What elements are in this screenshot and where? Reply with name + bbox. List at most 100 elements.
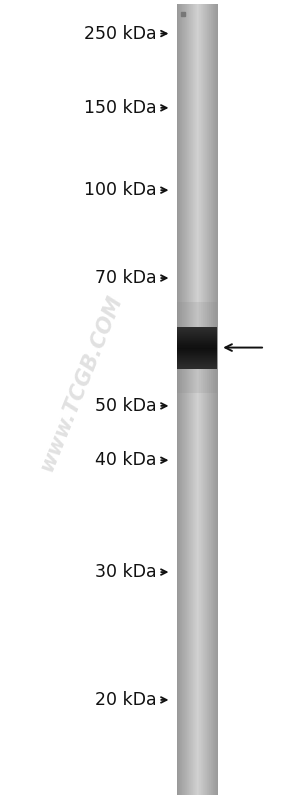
Bar (177, 351, 217, 352)
Bar (177, 353, 217, 354)
Bar (187, 4, 188, 795)
Bar (189, 4, 190, 795)
Bar (177, 348, 217, 350)
Bar (191, 4, 192, 795)
Bar (194, 4, 195, 795)
Bar (177, 333, 217, 335)
Bar (177, 4, 178, 795)
Bar (201, 4, 202, 795)
Bar (177, 342, 217, 344)
Bar (177, 345, 217, 347)
Bar (181, 4, 182, 795)
Bar (177, 356, 217, 357)
Bar (193, 4, 194, 795)
Bar (198, 4, 199, 795)
Bar (177, 341, 217, 343)
Text: 20 kDa: 20 kDa (95, 691, 157, 709)
Bar (177, 368, 217, 369)
Bar (177, 348, 217, 349)
Bar (205, 4, 206, 795)
Bar (177, 354, 217, 356)
Text: 40 kDa: 40 kDa (95, 451, 157, 469)
Text: 100 kDa: 100 kDa (84, 181, 157, 199)
Bar (177, 357, 217, 358)
Bar (177, 358, 217, 360)
Bar (190, 4, 191, 795)
Text: 70 kDa: 70 kDa (95, 269, 157, 287)
Bar (210, 4, 211, 795)
Bar (177, 329, 217, 330)
Bar (177, 330, 217, 332)
Bar (213, 4, 214, 795)
Bar (177, 347, 217, 348)
Bar (202, 4, 203, 795)
Bar (189, 4, 190, 795)
Bar (177, 334, 217, 336)
Bar (209, 4, 210, 795)
Bar (197, 4, 198, 795)
Text: 250 kDa: 250 kDa (84, 25, 157, 42)
Bar (186, 4, 187, 795)
Bar (199, 4, 200, 795)
Bar (211, 4, 212, 795)
Bar (201, 4, 202, 795)
Bar (197, 4, 198, 795)
Bar (208, 4, 209, 795)
Bar (203, 4, 204, 795)
Bar (177, 327, 217, 328)
Bar (213, 4, 214, 795)
Bar (214, 4, 215, 795)
Bar (177, 360, 217, 361)
Bar (177, 364, 217, 366)
Bar (177, 328, 217, 329)
Bar (177, 338, 217, 340)
Text: 150 kDa: 150 kDa (84, 99, 157, 117)
Bar (177, 361, 217, 363)
Bar (188, 4, 189, 795)
Bar (203, 4, 204, 795)
Bar (215, 4, 216, 795)
Bar (177, 302, 217, 393)
Bar (212, 4, 213, 795)
Bar (177, 336, 217, 337)
Bar (177, 362, 217, 364)
Text: 30 kDa: 30 kDa (95, 563, 157, 581)
Bar (185, 4, 186, 795)
Bar (204, 4, 205, 795)
Bar (177, 355, 217, 356)
Bar (191, 4, 192, 795)
Bar (177, 340, 217, 342)
Bar (177, 352, 217, 353)
Bar (177, 359, 217, 360)
Bar (199, 4, 200, 795)
Bar (177, 363, 217, 364)
Bar (205, 4, 206, 795)
Bar (177, 337, 217, 339)
Bar (216, 4, 217, 795)
Bar (177, 366, 217, 368)
Bar (215, 4, 216, 795)
Bar (177, 335, 217, 336)
Bar (177, 350, 217, 351)
Bar (183, 4, 184, 795)
Bar (177, 332, 217, 333)
Bar (196, 4, 197, 795)
Bar (179, 4, 180, 795)
Bar (193, 4, 194, 795)
Text: 50 kDa: 50 kDa (95, 397, 157, 415)
Bar (177, 365, 217, 367)
Bar (217, 4, 218, 795)
Bar (207, 4, 208, 795)
Text: www.TCGB.COM: www.TCGB.COM (36, 292, 125, 475)
Bar (192, 4, 193, 795)
Bar (207, 4, 208, 795)
Bar (184, 4, 185, 795)
Bar (180, 4, 181, 795)
Bar (177, 344, 217, 346)
Bar (182, 4, 183, 795)
Bar (206, 4, 207, 795)
Bar (178, 4, 179, 795)
Bar (177, 331, 217, 332)
Bar (177, 344, 217, 345)
Bar (195, 4, 196, 795)
